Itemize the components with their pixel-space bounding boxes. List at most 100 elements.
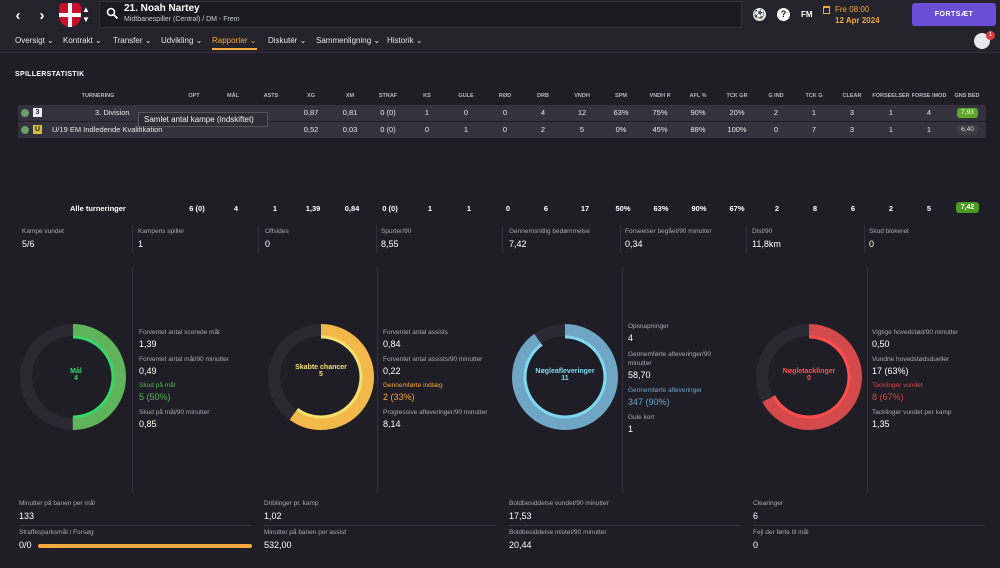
stat-value: 0 <box>753 540 759 550</box>
col-afl[interactable]: AFL % <box>689 93 707 99</box>
ring-title: Mål <box>70 368 82 375</box>
summary-value: 11,8km <box>752 239 781 249</box>
col-clear[interactable]: CLEAR <box>842 93 862 99</box>
summary-item: Kampens spiller 1 <box>138 224 260 254</box>
table-cell: 0% <box>615 125 627 134</box>
continue-button[interactable]: FORTSÆT <box>912 3 996 26</box>
summary-item: Forseelser begået/90 minutter 0,34 <box>625 224 747 254</box>
table-cell: 7 <box>811 125 817 134</box>
col-forse-imod[interactable]: FORSE IMOD <box>911 93 947 99</box>
col-opt[interactable]: OPT <box>188 93 200 99</box>
ring-value: 11 <box>561 375 569 382</box>
menu-transfer[interactable]: Transfer ⌄ <box>113 36 152 45</box>
menu-oversigt[interactable]: Oversigt ⌄ <box>15 36 54 45</box>
stat-label: Vigtige hovedstød/90 minutter <box>872 329 959 336</box>
stat-value: 8 (67%) <box>872 392 904 402</box>
bottom-stat: Boldbesiddelse mistet/90 minutter 20,44 <box>509 529 741 553</box>
totals-cell: 67% <box>729 204 745 213</box>
bottom-stat: Driblinger pr. kamp 1,02 <box>264 500 496 524</box>
col-vndh-r[interactable]: VNDH R <box>649 93 671 99</box>
table-cell: 0 <box>773 125 779 134</box>
menu-sammenligning[interactable]: Sammenligning ⌄ <box>316 36 381 45</box>
table-cell: 0 <box>502 125 508 134</box>
table-cell: 0,81 <box>342 108 358 117</box>
col-tck-g[interactable]: TCK G <box>805 93 823 99</box>
summary-value: 1 <box>138 239 144 249</box>
col-forseelser[interactable]: FORSEELSER <box>872 93 910 99</box>
section-title: SPILLERSTATISTIK <box>15 71 85 78</box>
competition-name[interactable]: U/19 EM Indledende Kvalifikation <box>52 125 163 134</box>
col-turnering[interactable]: TURNERING <box>81 93 115 99</box>
col-rod[interactable]: RØD <box>498 93 512 99</box>
col-spm[interactable]: SPM <box>615 93 627 99</box>
divider <box>509 525 741 526</box>
stat-value: 6 <box>753 511 759 521</box>
menu-kontrakt[interactable]: Kontrakt ⌄ <box>63 36 102 45</box>
menu-diskuter[interactable]: Diskutér ⌄ <box>268 36 307 45</box>
divider <box>746 225 747 253</box>
table-cell: 1 <box>926 125 932 134</box>
col-gns-bed[interactable]: GNS BED <box>954 93 980 99</box>
stat-label: Driblinger pr. kamp <box>264 500 319 507</box>
col-gule[interactable]: GULE <box>458 93 474 99</box>
stat-value: 0,22 <box>383 366 401 376</box>
divider <box>132 225 133 253</box>
divider <box>19 525 251 526</box>
stat-label: Forventet antal mål/90 minutter <box>139 356 229 363</box>
ball-icon[interactable]: ⚽ <box>753 8 766 21</box>
stat-value: 5 (50%) <box>139 392 171 402</box>
stat-label: Forventet antal scorede mål <box>139 329 220 336</box>
stat-label: Gennemførte indlæg <box>383 382 443 389</box>
totals-cell: 50% <box>615 204 631 213</box>
next-player-icon[interactable]: ▼ <box>82 15 90 24</box>
table-cell: 1 <box>463 125 469 134</box>
back-icon[interactable]: ‹ <box>15 7 21 24</box>
table-cell: 4 <box>540 108 546 117</box>
col-vndh[interactable]: VNDH <box>574 93 590 99</box>
col-tck-gr[interactable]: TCK GR <box>726 93 748 99</box>
club-crest-icon[interactable] <box>59 3 81 27</box>
col-g-ind[interactable]: G IND <box>768 93 784 99</box>
panel-passes <box>378 267 623 493</box>
menu-historik[interactable]: Historik ⌄ <box>387 36 423 45</box>
ring-title: Nøgletacklinger <box>782 368 836 375</box>
totals-cell: 6 (0) <box>189 204 205 213</box>
magnify-icon[interactable] <box>106 7 119 20</box>
summary-label: Dist/90 <box>752 228 773 235</box>
ring-arc <box>268 324 374 430</box>
previous-player-icon[interactable]: ▲ <box>82 5 90 14</box>
chances-ring-chart <box>268 324 374 430</box>
col-xg[interactable]: XG <box>307 93 315 99</box>
competition-name[interactable]: 3. Division <box>95 108 130 117</box>
divider <box>864 225 865 253</box>
stat-value: 1,39 <box>139 339 157 349</box>
player-name: 21. Noah Nartey <box>124 3 200 14</box>
table-cell: 0 (0) <box>380 108 396 117</box>
stat-value: 347 (90%) <box>628 397 670 407</box>
menu-rapporter[interactable]: Rapporter ⌄ <box>212 36 257 50</box>
forward-icon[interactable]: › <box>39 7 45 24</box>
stat-label: Boldbesiddelse vundet/90 minutter <box>509 500 609 507</box>
level-badge: 3 <box>33 108 42 117</box>
help-icon[interactable]: ? <box>777 8 790 21</box>
stat-label: Tacklinger vundet <box>872 382 923 389</box>
totals-cell: 1 <box>272 204 278 213</box>
table-cell: 3 <box>849 108 855 117</box>
col-xm[interactable]: XM <box>345 93 355 99</box>
player-header[interactable] <box>99 1 742 28</box>
col-asts[interactable]: ASTS <box>263 93 279 99</box>
stat-value: 17 (63%) <box>872 366 909 376</box>
summary-item: Gennemsnitlig bedømmelse 7,42 <box>509 224 631 254</box>
menu-udvikling[interactable]: Udvikling ⌄ <box>161 36 203 45</box>
rating-badge: 6,40 <box>957 125 978 135</box>
col-straf[interactable]: STRAF <box>378 93 398 99</box>
col-maal[interactable]: MÅL <box>227 93 239 99</box>
col-ks[interactable]: KS <box>423 93 431 99</box>
fm-logo[interactable]: FM <box>801 10 813 19</box>
stat-label: Gennemførte afleveringer/90 minutter <box>628 351 712 367</box>
stat-label: Fejl der førte til mål <box>753 529 809 536</box>
stat-value: 133 <box>19 511 35 521</box>
stat-label: Tacklinger vundet per kamp <box>872 409 952 416</box>
col-drb[interactable]: DRB <box>537 93 549 99</box>
